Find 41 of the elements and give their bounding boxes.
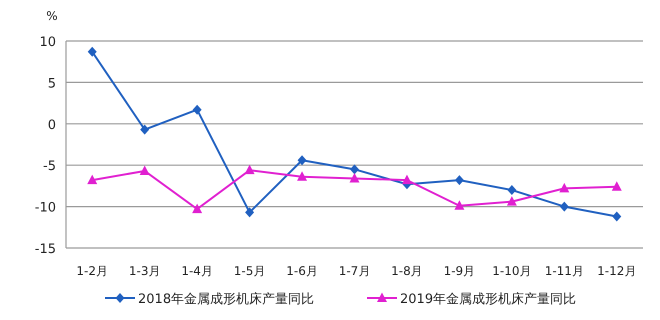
point bbox=[245, 207, 254, 218]
x-tick-label: 1-4月 bbox=[181, 264, 213, 278]
y-tick-label: 0 bbox=[48, 118, 56, 133]
point bbox=[454, 175, 464, 186]
point bbox=[559, 182, 570, 192]
x-tick-label: 1-6月 bbox=[286, 264, 318, 278]
x-tick-label: 1-3月 bbox=[128, 264, 160, 278]
y-tick-label: -10 bbox=[34, 200, 56, 216]
x-tick-label: 1-11月 bbox=[544, 264, 584, 278]
x-tick-label: 1-8月 bbox=[391, 264, 423, 278]
point bbox=[507, 185, 516, 196]
y-axis-title: % bbox=[46, 9, 58, 23]
point bbox=[350, 164, 359, 174]
point bbox=[140, 124, 150, 135]
point bbox=[297, 171, 308, 181]
point bbox=[192, 204, 202, 214]
point bbox=[87, 174, 98, 184]
point bbox=[612, 181, 622, 191]
point bbox=[140, 165, 150, 175]
x-tick-label: 1-10月 bbox=[492, 264, 532, 278]
point bbox=[402, 174, 412, 184]
x-tick-label: 1-9月 bbox=[444, 264, 476, 278]
x-tick-label: 1-12月 bbox=[597, 264, 636, 278]
point bbox=[298, 155, 307, 166]
x-tick-label: 1-2月 bbox=[76, 264, 108, 278]
y-tick-label: -15 bbox=[34, 242, 56, 257]
point bbox=[454, 200, 464, 210]
y-tick-label: 5 bbox=[48, 76, 56, 92]
legend-label: 2019年金属成形机床产量同比 bbox=[400, 292, 576, 307]
point bbox=[506, 196, 517, 206]
y-tick-label: -5 bbox=[43, 159, 56, 174]
point bbox=[192, 104, 202, 115]
point bbox=[560, 202, 569, 212]
legend-label: 2018年金属成形机床产量同比 bbox=[138, 292, 314, 307]
x-tick-label: 1-5月 bbox=[234, 264, 266, 278]
point bbox=[612, 212, 622, 222]
x-tick-label: 1-7月 bbox=[338, 264, 370, 278]
y-tick-label: 10 bbox=[39, 35, 56, 50]
point bbox=[244, 164, 255, 174]
point bbox=[350, 172, 360, 182]
point bbox=[88, 46, 97, 57]
